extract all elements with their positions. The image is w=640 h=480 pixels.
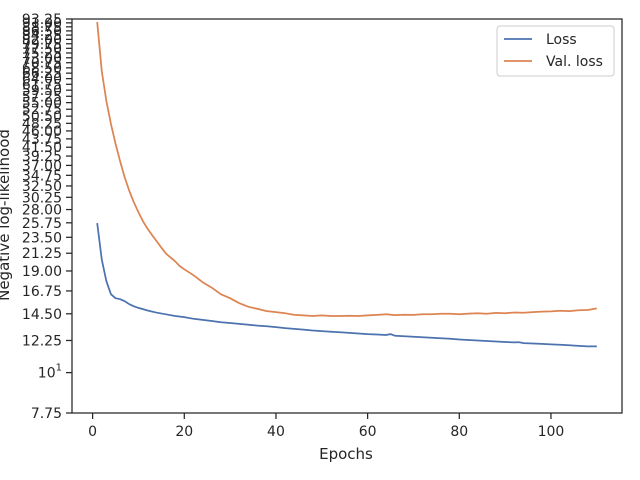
x-tick-label: 60 [359,424,377,440]
series-layer [96,21,597,348]
y-tick-label: 73.00 [22,51,62,67]
y-tick-label: 41.50 [22,140,62,156]
y-tick-label: 57.25 [22,89,62,105]
y-tick-label: 28.00 [22,203,62,219]
y-tick-label: 88.75 [22,20,62,36]
y-tick-label: 66.25 [22,66,62,82]
y-tick-label: 93.25 [22,12,62,28]
plot-area [71,18,623,414]
series-line-loss [96,222,597,348]
y-tick-label: 75.25 [22,46,62,62]
y-tick-label: 86.50 [22,24,62,40]
y-tick-label: 52.75 [22,102,62,118]
y-axis-label: Negative log-likelihood [0,129,13,301]
y-tick-label: 91.00 [22,16,62,32]
y-tick-label: 23.50 [22,230,62,246]
legend-label: Loss [546,32,577,48]
y-tick-label: 43.75 [22,132,62,148]
y-tick-label: 14.50 [22,307,62,323]
y-tick-label: 39.25 [22,149,62,165]
y-tick-label: 19.00 [22,264,62,280]
x-tick-label: 40 [267,424,285,440]
y-axis-ticks: 7.75 101 12.25 14.50 16.75 19.00 21.2523.5025.… [22,12,72,422]
y-tick-label: 77.50 [22,41,62,57]
y-tick-label: 84.25 [22,28,62,44]
x-axis-label: Epochs [319,445,373,463]
x-axis-ticks: 0 20 40 60 80 100 [88,413,564,440]
y-tick-label: 12.25 [22,333,62,349]
y-tick-label: 50.50 [22,109,62,125]
x-tick-label: 100 [538,424,565,440]
y-tick-label: 64.00 [22,72,62,88]
y-tick-label: 55.00 [22,96,62,112]
y-tick-label: 30.25 [22,190,62,206]
y-tick-label: 16.75 [22,284,62,300]
series-line-val-loss [96,21,597,317]
y-tick-label: 101 [38,363,62,382]
x-tick-label: 20 [175,424,193,440]
y-tick-label: 61.75 [22,77,62,93]
y-tick-label: 7.75 [31,406,62,422]
y-tick-label: 82.00 [22,32,62,48]
legend-label: Val. loss [546,54,603,70]
y-tick-label: 21.25 [22,246,62,262]
y-tick-label: 46.00 [22,124,62,140]
y-tick-label: 68.50 [22,61,62,77]
axes-frame [71,18,623,414]
y-tick-label: 37.00 [22,158,62,174]
y-tick-label: 34.75 [22,168,62,184]
y-tick-label: 79.75 [22,37,62,53]
y-tick-label: 48.25 [22,116,62,132]
legend: Loss Val. loss [496,25,615,77]
x-tick-label: 0 [88,424,97,440]
y-tick-label: 59.50 [22,83,62,99]
y-tick-label: 70.75 [22,56,62,72]
y-tick-label: 32.50 [22,179,62,195]
x-tick-label: 80 [450,424,468,440]
y-tick-label: 25.75 [22,216,62,232]
